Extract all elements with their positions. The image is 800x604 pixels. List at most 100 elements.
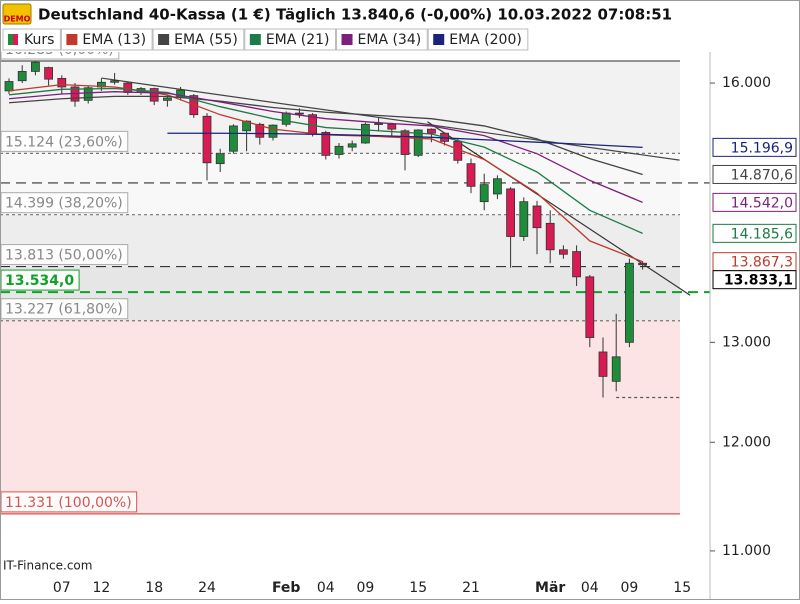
- candle-body: [202, 115, 212, 164]
- legend-label: EMA (21): [266, 32, 330, 48]
- y-tick-label: 13.000: [722, 334, 771, 350]
- legend-swatch: [66, 34, 78, 45]
- candle-body: [611, 356, 621, 382]
- candle-body: [110, 80, 119, 83]
- legend-item: Kurs: [2, 28, 61, 51]
- x-tick-label: 04: [317, 580, 335, 596]
- candle-body: [572, 251, 581, 278]
- fib-band: [0, 320, 680, 514]
- candle-body: [598, 351, 608, 377]
- value-badge-label: 14.542,0: [731, 195, 793, 211]
- x-tick-label: 18: [145, 580, 163, 596]
- ema-line: [167, 132, 643, 149]
- legend-item: EMA (13): [60, 28, 153, 51]
- candle-body: [334, 145, 344, 155]
- candle-body: [347, 143, 357, 148]
- x-tick-label: Mär: [535, 580, 565, 596]
- x-tick-label: 09: [620, 580, 638, 596]
- value-badge: [712, 192, 797, 212]
- candle-body: [559, 249, 568, 255]
- candle-body: [532, 205, 542, 229]
- demo-badge: DEMO: [4, 15, 31, 24]
- candle-body: [492, 178, 502, 195]
- chart-title: Deutschland 40-Kassa (1 €) Täglich 13.84…: [38, 6, 672, 24]
- x-tick-label: 21: [462, 580, 480, 596]
- candle-body: [17, 71, 27, 82]
- candle-body: [123, 82, 133, 93]
- value-badge-label: 15.196,9: [731, 140, 793, 156]
- value-badge: [712, 223, 797, 243]
- candle-body: [149, 88, 159, 102]
- x-tick-label: 07: [53, 580, 71, 596]
- demo-icon: [2, 3, 32, 25]
- candle-body: [426, 128, 436, 134]
- candle-body: [321, 132, 331, 156]
- trendline: [427, 121, 691, 296]
- x-tick-label: 15: [409, 580, 427, 596]
- level-label: 16.285 (0,00%): [5, 42, 114, 58]
- candle-body: [479, 184, 489, 203]
- value-badge-label: 13.867,3: [731, 255, 793, 271]
- candle-body: [400, 130, 410, 155]
- ema-line: [8, 95, 643, 176]
- value-badge-label: 14.185,6: [731, 226, 793, 242]
- candle-body: [162, 97, 172, 101]
- candle-body: [281, 112, 291, 125]
- level-label: 13.534,0: [5, 273, 74, 289]
- plot-area: 16.285 (0,00%) 15.124 (23,60%) 14.399 (38,…: [0, 42, 710, 596]
- legend-swatch: [13, 34, 18, 45]
- candle-body: [57, 77, 67, 88]
- candle-body: [4, 81, 14, 92]
- legend-item: EMA (34): [336, 28, 428, 51]
- candle-body: [374, 123, 384, 125]
- candle-body: [44, 67, 53, 80]
- legend-box: [60, 28, 153, 51]
- candle-body: [585, 276, 595, 338]
- candle-body: [360, 123, 370, 144]
- x-tick-label: 04: [581, 580, 599, 596]
- level-label: 15.124 (23,60%): [5, 134, 123, 150]
- candle-body: [387, 123, 397, 130]
- y-tick-label: 11.000: [722, 543, 771, 559]
- level-label: 14.399 (38,20%): [5, 196, 123, 212]
- candle-body: [294, 112, 304, 115]
- legend-swatch: [8, 34, 13, 45]
- legend-swatch: [341, 34, 353, 45]
- level-label: 13.227 (61,80%): [5, 302, 123, 318]
- legend-box: [152, 28, 245, 51]
- legend-swatch: [158, 34, 170, 45]
- y-axis: 16.000 13.000 12.000 11.000 15.196,9 14.870,6…: [709, 52, 797, 600]
- legend-item: EMA (200): [427, 28, 529, 51]
- level-label: 13.813 (50,00%): [5, 248, 123, 264]
- level-label: 11.331 (100,00%): [5, 495, 132, 511]
- candle-body: [466, 163, 476, 187]
- legend-label: EMA (200): [449, 32, 522, 48]
- x-tick-label: 24: [198, 580, 216, 596]
- value-badge: [712, 270, 797, 290]
- value-badge-label: 13.833,1: [724, 273, 793, 289]
- legend-item: EMA (55): [152, 28, 245, 51]
- candle-body: [413, 129, 423, 156]
- x-tick-label: Feb: [272, 580, 301, 596]
- candle-body: [30, 61, 40, 72]
- legend-box: [336, 28, 428, 51]
- trendline: [101, 77, 680, 161]
- candle-body: [506, 188, 516, 237]
- legend-label: Kurs: [24, 32, 54, 48]
- candle-body: [215, 153, 225, 165]
- legend-swatch: [249, 34, 261, 45]
- value-badge: [712, 137, 797, 157]
- ema-line: [8, 91, 643, 203]
- value-badge-label: 14.870,6: [731, 167, 793, 183]
- candle-body: [255, 123, 265, 138]
- x-tick-label: 09: [356, 580, 374, 596]
- x-tick-label: 15: [673, 580, 691, 596]
- candle-body: [268, 124, 278, 138]
- watermark: IT-Finance.com: [3, 559, 92, 573]
- candle-body: [83, 87, 93, 101]
- legend-box: [244, 28, 337, 51]
- x-tick-label: 12: [92, 580, 110, 596]
- legend: Kurs EMA (13) EMA (55) EMA (21) EMA (34) EMA …: [2, 28, 529, 51]
- candle-body: [519, 201, 529, 237]
